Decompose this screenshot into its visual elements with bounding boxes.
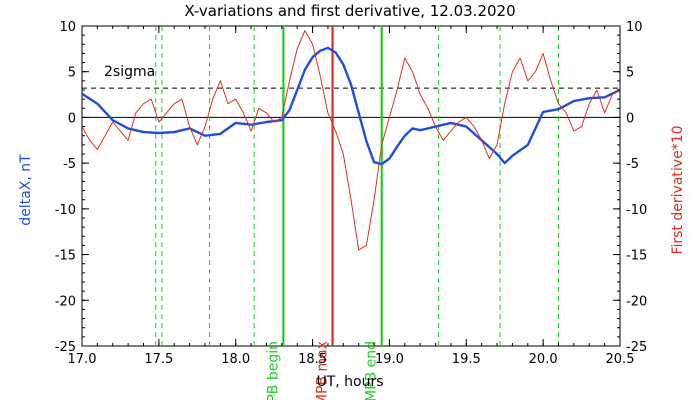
x-tick-label: 17.5 [144,352,173,367]
left-y-tick-label: 10 [59,20,76,35]
left-y-tick-label: -5 [63,157,76,172]
right-y-tick-label: 5 [626,66,634,81]
right-y-tick-label: 0 [626,111,634,126]
right-y-tick-label: -5 [626,157,639,172]
right-y-tick-label: -25 [626,340,647,355]
x-tick-label: 20.0 [529,352,558,367]
chart-marks: MPB begin MPB max MPB end [81,26,621,400]
marker-label: MPB begin [265,341,281,400]
left-y-axis-label: deltaX, nT [18,154,34,226]
right-y-tick-label: -15 [626,249,647,264]
left-y-tick-label: 5 [68,66,76,81]
x-tick-label: 19.0 [375,352,404,367]
right-y-axis-label: First derivative*10 [670,125,686,254]
right-y-tick-label: -20 [626,294,647,309]
x-tick-label: 18.5 [298,352,327,367]
left-y-tick-label: -25 [55,340,76,355]
x-axis-label: UT, hours [316,374,383,390]
marker-label: MPB end [364,341,380,400]
left-y-tick-label: -10 [55,203,76,218]
x-tick-label: 18.0 [221,352,250,367]
x-tick-label: 19.5 [452,352,481,367]
left-y-tick-label: -15 [55,249,76,264]
threshold-label: 2sigma [104,64,155,80]
plot-frame [81,25,621,347]
deltax-series-line [81,46,621,166]
plot-area [81,25,621,347]
x-tick-label: 20.5 [606,352,635,367]
right-y-tick-label: -10 [626,203,647,218]
derivative-series-line [81,30,621,251]
right-y-tick-label: 10 [626,20,643,35]
x-tick-label: 17.0 [68,352,97,367]
marker-label: MPB max [315,341,331,400]
left-y-tick-label: 0 [68,111,76,126]
chart-title: X-variations and first derivative, 12.03… [184,2,515,20]
axis-ticks: 17.0 17.5 18.0 18.5 19.0 19.5 20.0 20.5 10 5 0 -5 -1… [55,20,647,367]
left-y-tick-label: -20 [55,294,76,309]
